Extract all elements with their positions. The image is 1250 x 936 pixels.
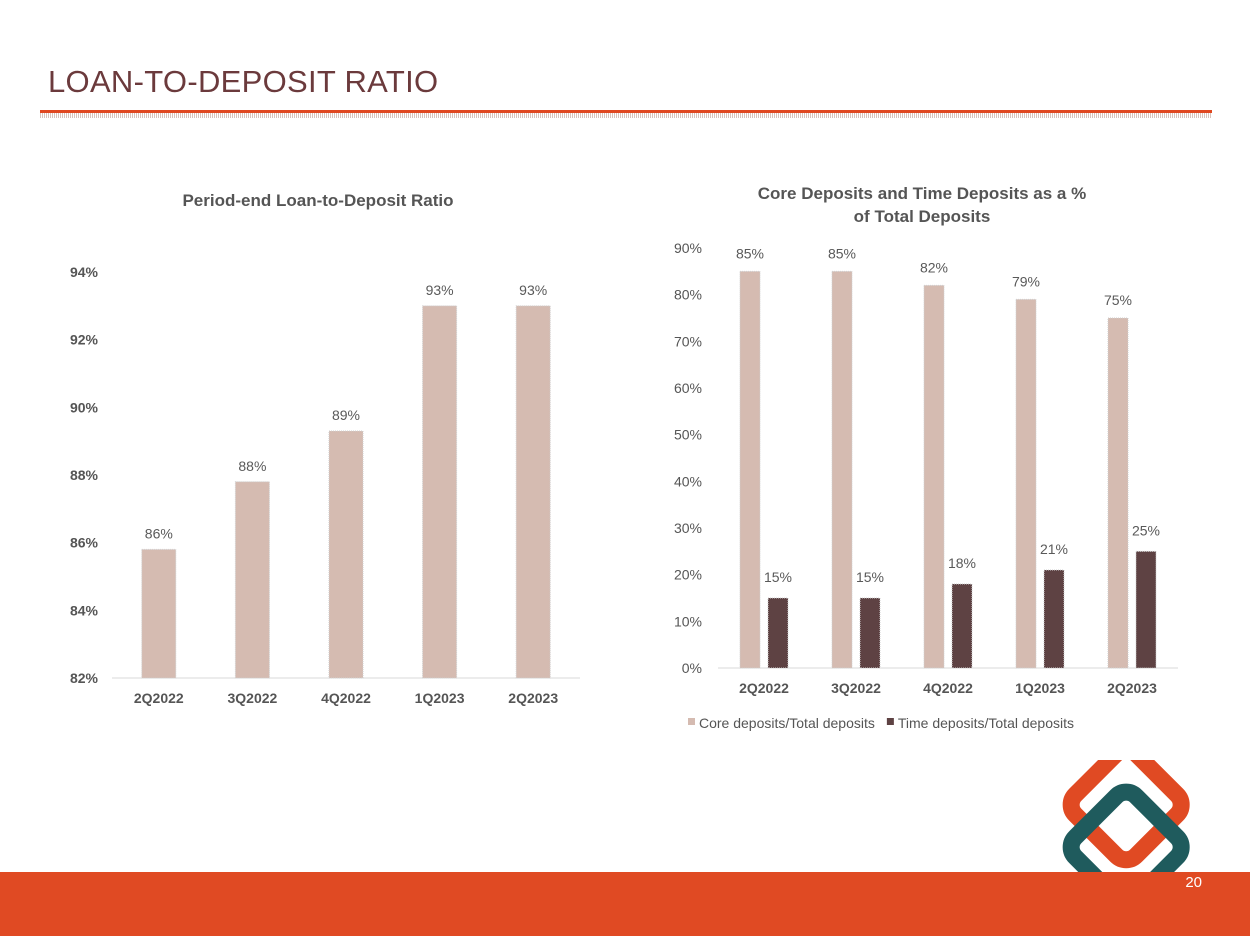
x-tick-label: 2Q2022 bbox=[134, 690, 184, 706]
legend-label: Core deposits/Total deposits bbox=[699, 715, 875, 731]
x-tick-label: 3Q2022 bbox=[831, 680, 881, 696]
time-deposits-bar bbox=[767, 597, 789, 669]
x-tick-label: 2Q2022 bbox=[739, 680, 789, 696]
data-label: 75% bbox=[1104, 292, 1132, 308]
data-label: 93% bbox=[426, 282, 454, 298]
title-divider bbox=[40, 110, 1212, 118]
data-label: 85% bbox=[736, 245, 764, 261]
y-tick-label: 86% bbox=[70, 535, 99, 551]
y-tick-label: 10% bbox=[674, 613, 702, 629]
data-label: 89% bbox=[332, 407, 360, 423]
y-tick-label: 30% bbox=[674, 520, 702, 536]
data-label: 88% bbox=[238, 458, 266, 474]
y-tick-label: 84% bbox=[70, 602, 99, 618]
y-tick-label: 94% bbox=[70, 264, 99, 280]
chart2-title-line-2: of Total Deposits bbox=[854, 207, 991, 226]
legend-swatch-core bbox=[688, 718, 695, 725]
time-deposits-bar bbox=[859, 597, 881, 669]
x-tick-label: 1Q2023 bbox=[415, 690, 465, 706]
x-tick-label: 4Q2022 bbox=[321, 690, 371, 706]
bar bbox=[141, 548, 177, 679]
time-deposits-bar bbox=[1043, 569, 1065, 669]
core-deposits-bar bbox=[923, 284, 945, 669]
bar bbox=[328, 430, 364, 679]
core-deposits-bar bbox=[1107, 317, 1129, 669]
data-label: 93% bbox=[519, 282, 547, 298]
y-tick-label: 20% bbox=[674, 567, 702, 583]
legend-label: Time deposits/Total deposits bbox=[898, 715, 1074, 731]
y-tick-label: 0% bbox=[682, 660, 702, 676]
bar bbox=[234, 481, 270, 679]
chart1-title: Period-end Loan-to-Deposit Ratio bbox=[182, 191, 453, 210]
data-label: 15% bbox=[764, 569, 792, 585]
data-label: 21% bbox=[1040, 541, 1068, 557]
data-label: 15% bbox=[856, 569, 884, 585]
data-label: 82% bbox=[920, 259, 948, 275]
x-tick-label: 4Q2022 bbox=[923, 680, 973, 696]
core-deposits-bar bbox=[739, 270, 761, 669]
legend-swatch-time bbox=[886, 718, 894, 725]
y-tick-label: 90% bbox=[674, 240, 702, 256]
chart2-title-line-1: Core Deposits and Time Deposits as a % bbox=[758, 184, 1086, 203]
y-tick-label: 60% bbox=[674, 380, 702, 396]
core-time-deposits-chart: Core Deposits and Time Deposits as a % o… bbox=[674, 184, 1178, 731]
bar bbox=[422, 305, 458, 679]
y-tick-label: 88% bbox=[70, 467, 99, 483]
y-tick-label: 70% bbox=[674, 333, 702, 349]
page-number: 20 bbox=[1185, 874, 1202, 891]
core-deposits-bar bbox=[831, 270, 853, 669]
x-tick-label: 2Q2023 bbox=[508, 690, 558, 706]
footer-bar bbox=[0, 872, 1250, 936]
x-tick-label: 2Q2023 bbox=[1107, 680, 1157, 696]
core-deposits-bar bbox=[1015, 298, 1037, 669]
x-tick-label: 1Q2023 bbox=[1015, 680, 1065, 696]
y-tick-label: 92% bbox=[70, 332, 99, 348]
y-tick-label: 40% bbox=[674, 473, 702, 489]
time-deposits-bar bbox=[1135, 550, 1157, 669]
y-tick-label: 80% bbox=[674, 287, 702, 303]
slide-title: LOAN-TO-DEPOSIT RATIO bbox=[48, 64, 439, 99]
data-label: 18% bbox=[948, 555, 976, 571]
bar bbox=[515, 305, 551, 679]
loan-to-deposit-chart: Period-end Loan-to-Deposit Ratio 82% 84% 8… bbox=[70, 191, 580, 706]
x-tick-label: 3Q2022 bbox=[227, 690, 277, 706]
y-tick-label: 82% bbox=[70, 670, 99, 686]
data-label: 86% bbox=[145, 525, 173, 541]
data-label: 85% bbox=[828, 245, 856, 261]
y-tick-label: 90% bbox=[70, 399, 99, 415]
data-label: 25% bbox=[1132, 522, 1160, 538]
y-tick-label: 50% bbox=[674, 427, 702, 443]
data-label: 79% bbox=[1012, 273, 1040, 289]
time-deposits-bar bbox=[951, 583, 973, 669]
